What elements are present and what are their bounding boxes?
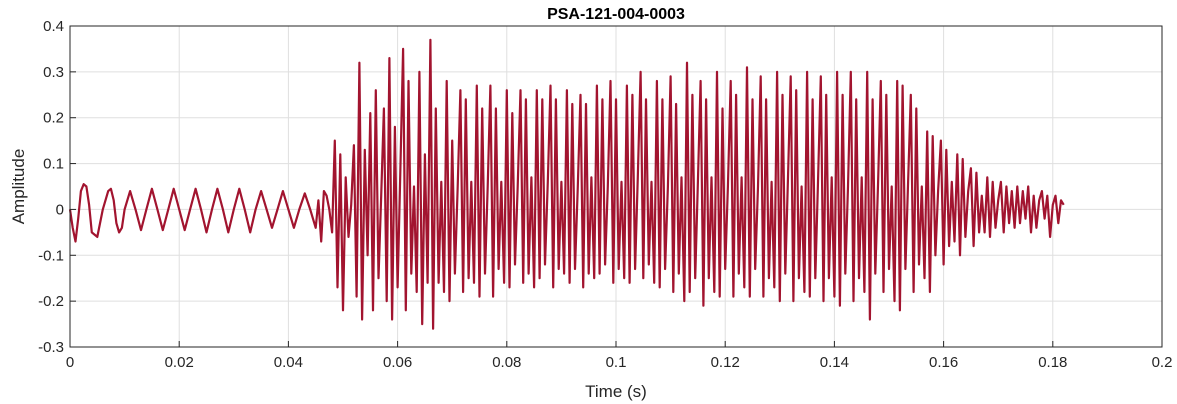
waveform-line [68,38,1065,330]
y-tick-label: 0.4 [43,18,64,35]
x-axis-label: Time (s) [585,382,647,401]
tick-marks [69,25,1163,348]
x-tick-label: 0.18 [1038,354,1067,371]
x-tick-label: 0.16 [929,354,958,371]
y-axis-label: Amplitude [9,149,28,225]
x-tick-label: 0.12 [711,354,740,371]
x-tick-label: 0.2 [1152,354,1173,371]
y-tick-label: 0.3 [43,64,64,81]
x-tick-label: 0.04 [274,354,303,371]
x-tick-label: 0.06 [383,354,412,371]
chart-title: PSA-121-004-0003 [547,6,685,23]
x-tick-labels: 0 0.02 0.04 0.06 0.08 0.1 0.12 0.14 0.16 0.18 0.2 [66,354,1173,371]
series-layer [68,38,1065,330]
x-tick-label: 0.1 [606,354,627,371]
y-tick-labels: -0.3 -0.2 -0.1 0 0.1 0.2 0.3 0.4 [38,18,64,356]
x-tick-label: 0.14 [820,354,849,371]
x-tick-label: 0.08 [492,354,521,371]
y-tick-label: -0.2 [38,293,64,310]
y-tick-label: 0 [56,201,64,218]
x-tick-label: 0.02 [165,354,194,371]
y-tick-label: -0.3 [38,339,64,356]
x-tick-label: 0 [66,354,74,371]
y-tick-label: -0.1 [38,247,64,264]
y-tick-label: 0.1 [43,156,64,173]
y-tick-label: 0.2 [43,110,64,127]
